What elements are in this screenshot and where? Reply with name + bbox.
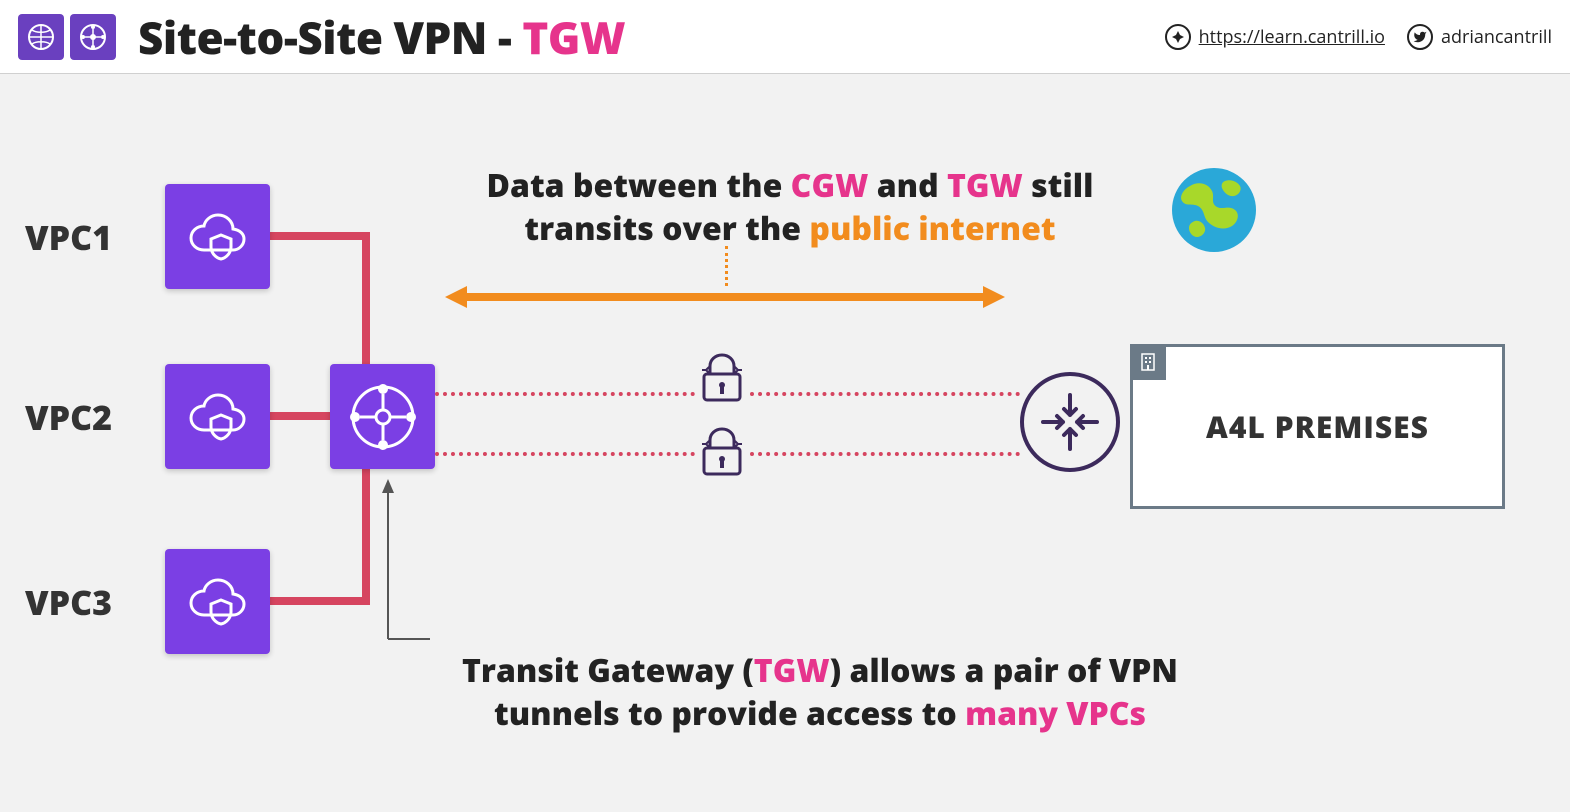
- learn-url[interactable]: https://learn.cantrill.io: [1199, 25, 1385, 49]
- public-internet-arrow: [445, 282, 1005, 312]
- title-prefix: Site-to-Site VPN -: [138, 7, 522, 67]
- top-mid: and: [868, 164, 947, 207]
- line-vpc1-h: [270, 232, 370, 240]
- tunnel2-right: [750, 452, 1020, 456]
- header-right: https://learn.cantrill.io adriancantrill: [1165, 24, 1552, 50]
- twitter-icon: [1407, 24, 1433, 50]
- line-vpc3-h: [270, 597, 370, 605]
- top-line1-pre: Data between the: [487, 164, 791, 207]
- vpc3-label: VPC3: [25, 579, 112, 625]
- top-line2-pre: transits over the: [524, 207, 809, 250]
- globe-icon: [1170, 166, 1258, 254]
- page-title: Site-to-Site VPN - TGW: [138, 7, 625, 67]
- vpc1-icon: [165, 184, 270, 289]
- top-tgw: TGW: [947, 164, 1023, 207]
- bot-tgw: TGW: [754, 649, 830, 692]
- vpc3-icon: [165, 549, 270, 654]
- tunnel2-left: [435, 452, 695, 456]
- bot-line1-post: ) allows a pair of VPN: [830, 649, 1178, 692]
- bot-line2-hl: many VPCs: [965, 692, 1146, 735]
- building-icon: [1130, 344, 1166, 380]
- top-cgw: CGW: [791, 164, 869, 207]
- premises-box: A4L PREMISES: [1130, 344, 1505, 509]
- orange-connector: [725, 246, 728, 286]
- service-icon-1: [18, 14, 64, 60]
- lock-icon-1: [700, 352, 744, 402]
- tunnel1-left: [435, 392, 695, 396]
- top-line2-hl: public internet: [809, 207, 1055, 250]
- premises-label: A4L PREMISES: [1206, 406, 1429, 447]
- bottom-annotation: Transit Gateway (TGW) allows a pair of V…: [430, 649, 1210, 735]
- twitter-handle: adriancantrill: [1441, 25, 1552, 49]
- compass-icon: [1165, 24, 1191, 50]
- tgw-icon: [330, 364, 435, 469]
- lock-icon-2: [700, 426, 744, 476]
- title-highlight: TGW: [522, 7, 625, 67]
- diagram-canvas: VPC1 VPC2 VPC3: [0, 74, 1570, 812]
- twitter-link[interactable]: adriancantrill: [1407, 24, 1552, 50]
- vpc2-icon: [165, 364, 270, 469]
- tunnel1-right: [750, 392, 1020, 396]
- header-icon-group: [18, 14, 116, 60]
- tgw-annotation-arrow: [382, 479, 432, 644]
- top-annotation: Data between the CGW and TGW still trans…: [440, 164, 1140, 250]
- learn-link[interactable]: https://learn.cantrill.io: [1165, 24, 1385, 50]
- service-icon-2: [70, 14, 116, 60]
- cgw-icon: [1020, 372, 1120, 472]
- vpc1-label: VPC1: [25, 214, 112, 260]
- header: Site-to-Site VPN - TGW https://learn.can…: [0, 0, 1570, 74]
- vpc2-label: VPC2: [25, 394, 112, 440]
- bot-line2-pre: tunnels to provide access to: [494, 692, 965, 735]
- bot-line1-pre: Transit Gateway (: [462, 649, 754, 692]
- top-line1-post: still: [1023, 164, 1094, 207]
- line-vpc2-h: [270, 412, 330, 420]
